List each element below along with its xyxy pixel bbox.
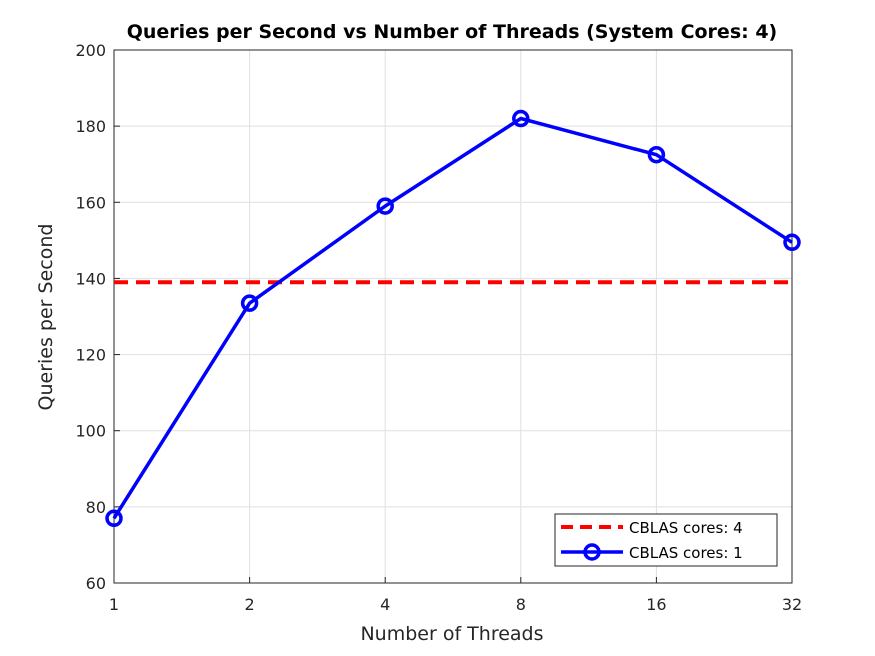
x-axis-label: Number of Threads [360, 623, 543, 645]
chart-title: Queries per Second vs Number of Threads … [127, 21, 778, 43]
data-point-marker [647, 145, 666, 164]
x-tick-label: 32 [782, 595, 802, 614]
data-point-marker [376, 197, 394, 215]
y-tick-label: 200 [75, 41, 106, 60]
x-tick-label: 4 [380, 595, 390, 614]
legend: CBLAS cores: 4 CBLAS cores: 1 [554, 513, 778, 567]
axis-ticks: 1 2 4 8 16 32 60 80 100 120 140 160 180 200 [75, 41, 802, 614]
legend-marker-cblas-1 [583, 543, 601, 561]
data-point-marker [105, 509, 123, 528]
x-tick-label: 16 [646, 595, 666, 614]
y-tick-label: 180 [75, 117, 106, 136]
x-tick-label: 1 [109, 595, 119, 614]
data-point-marker [783, 233, 801, 252]
y-tick-label: 160 [75, 193, 106, 212]
plot-area-frame [113, 49, 793, 584]
data-point-marker [240, 294, 259, 312]
grid [113, 49, 793, 584]
y-axis-label: Queries per Second [35, 224, 57, 411]
legend-label-cblas-1: CBLAS cores: 1 [629, 544, 743, 562]
series-lines [105, 109, 801, 528]
series-line-cblas-cores-1 [112, 116, 793, 520]
legend-label-cblas-4: CBLAS cores: 4 [629, 519, 743, 537]
y-tick-label: 120 [75, 346, 106, 365]
y-tick-label: 100 [75, 422, 106, 441]
y-tick-label: 80 [86, 498, 106, 517]
x-tick-label: 8 [516, 595, 526, 614]
y-tick-label: 60 [86, 574, 106, 593]
data-point-marker [512, 109, 530, 128]
y-tick-label: 140 [75, 269, 106, 288]
x-tick-label: 2 [245, 595, 255, 614]
